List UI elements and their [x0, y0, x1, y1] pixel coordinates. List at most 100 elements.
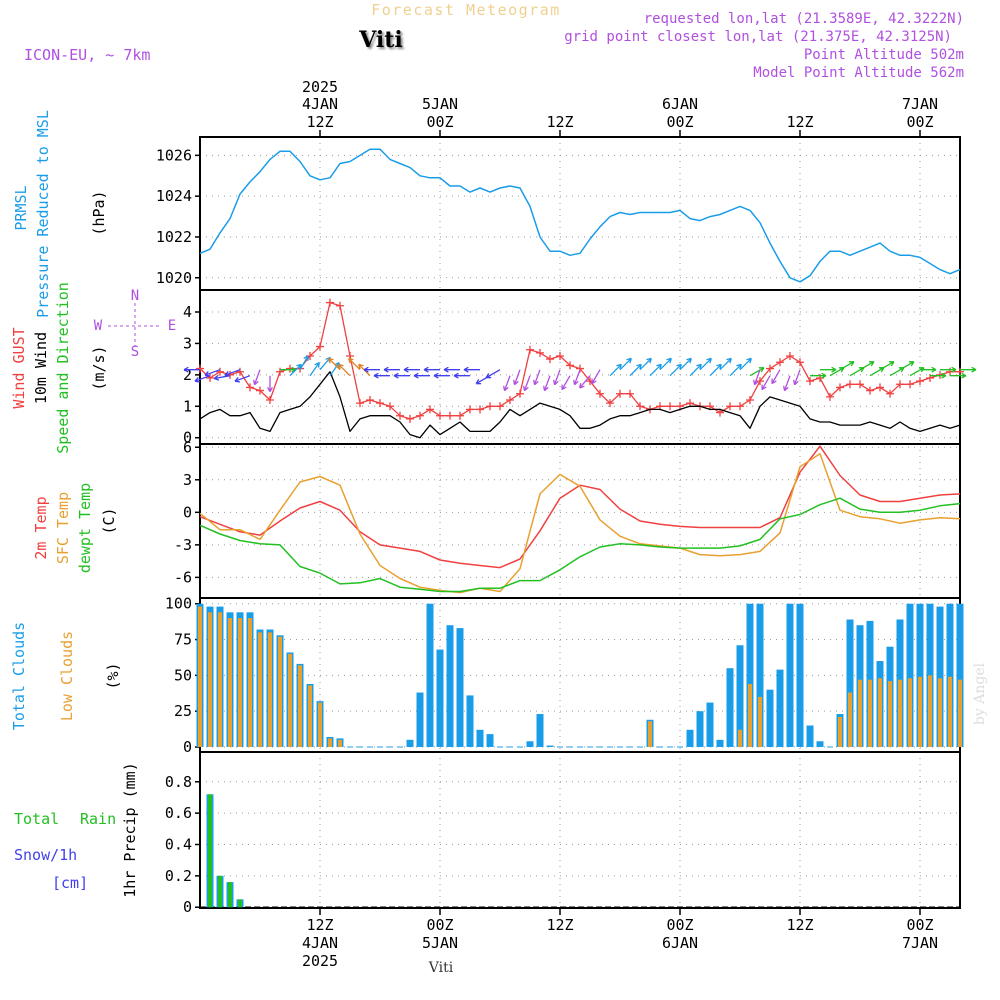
compass-west: W [94, 318, 103, 334]
gust-marker [616, 389, 624, 398]
footer-location: Viti [428, 960, 454, 976]
compass-north: N [131, 288, 139, 304]
y-tick-label: 100 [165, 595, 192, 613]
y-tick-label: 1024 [156, 187, 192, 205]
low-cloud-bar [738, 729, 742, 747]
rain-precip-bar [238, 899, 242, 908]
wind-arrow [960, 366, 977, 373]
gust-marker [236, 367, 244, 376]
wind-arrow [920, 366, 937, 373]
total-cloud-bar [486, 734, 494, 747]
y-tick-label: 0.4 [165, 836, 192, 854]
grid-point-coords: grid point closest lon,lat (21.375E, 42.… [564, 29, 952, 45]
total-cloud-bar [416, 692, 424, 747]
bottom-time-label: 12Z [786, 916, 813, 934]
model-altitude: Model Point Altitude 562m [753, 65, 964, 81]
wind-arrow [338, 363, 351, 377]
low-cloud-bar [928, 675, 932, 747]
wind-arrow [879, 361, 895, 371]
gust-marker [846, 380, 854, 389]
wind-arrow [899, 361, 915, 371]
wind-arrow [761, 375, 771, 391]
wind-arrow [810, 372, 827, 379]
gust-marker [756, 377, 764, 386]
total-cloud-bar [736, 645, 744, 747]
total-cloud-bar [846, 619, 854, 747]
y-tick-label: 0 [183, 429, 192, 447]
low-cloud-bar [268, 632, 272, 747]
gust-marker [326, 298, 334, 307]
wind-arrow [463, 366, 480, 373]
gust-marker [356, 399, 364, 408]
gust-marker [636, 402, 644, 411]
top-time-label: 00Z [426, 113, 453, 131]
chart-title: Forecast Meteogram [371, 1, 561, 19]
gust-marker [626, 389, 634, 398]
gust-marker [726, 402, 734, 411]
wind-arrow [771, 369, 781, 385]
label-precip: 1hr Precip (mm) [121, 762, 139, 897]
wind-arrow [253, 369, 261, 386]
label-rain: Rain [80, 810, 116, 828]
low-cloud-bar [898, 679, 902, 747]
total-cloud-bar [906, 603, 914, 747]
gust-marker [276, 367, 284, 376]
total-cloud-bar [936, 606, 944, 747]
y-tick-label: 50 [174, 666, 192, 684]
top-time-label: 4JAN [302, 95, 338, 113]
total-cloud-bar [406, 739, 414, 747]
gust-marker [766, 364, 774, 373]
gust-marker [246, 383, 254, 392]
total-cloud-bar [686, 729, 694, 747]
wind-arrow [403, 366, 420, 373]
wind-arrow [839, 361, 855, 371]
wind-arrow [619, 357, 632, 371]
label-snow: Snow/1h [14, 846, 77, 864]
wind-arrow [309, 362, 320, 377]
y-tick-label: 3 [183, 334, 192, 352]
low-cloud-bar [338, 739, 342, 747]
gust-marker [436, 411, 444, 420]
gust-marker [886, 389, 894, 398]
gust-marker [216, 367, 224, 376]
low-cloud-bar [318, 702, 322, 747]
location-title: Viti [358, 27, 403, 53]
y-tick-label: 0.2 [165, 867, 192, 885]
bottom-time-label: 5JAN [422, 934, 458, 952]
total-cloud-bar [526, 741, 534, 747]
bottom-time-label: 12Z [546, 916, 573, 934]
watermark: by Angel [972, 662, 988, 725]
wind-arrow [533, 369, 541, 386]
label-prmsl: PRMSL [12, 185, 30, 230]
low-cloud-bar [848, 692, 852, 747]
wind-arrow [940, 366, 957, 373]
y-tick-label: 1026 [156, 146, 192, 164]
total-cloud-bar [716, 739, 724, 747]
cloud-labels: Total Clouds Low Clouds (%) [10, 622, 122, 730]
wind-arrow [204, 369, 221, 377]
gust-marker [856, 380, 864, 389]
total-cloud-bar [726, 668, 734, 747]
gust-marker [836, 383, 844, 392]
total-cloud-bar [816, 741, 824, 747]
gust-marker [196, 364, 204, 373]
wind-arrow [267, 375, 273, 393]
panel-3: -6 -3 0 3 6 [174, 438, 961, 599]
gust-marker [666, 402, 674, 411]
total-cloud-bar [546, 745, 554, 747]
panel-frame [199, 443, 961, 599]
point-altitude: Point Altitude 502m [804, 47, 964, 63]
low-cloud-bar [208, 612, 212, 747]
wind-arrow [579, 375, 591, 389]
wind-arrow [543, 375, 551, 392]
low-cloud-bar [838, 716, 842, 747]
wind-arrow [443, 366, 460, 373]
rain-precip-bar [228, 882, 232, 908]
label-hpa: (hPa) [90, 190, 108, 235]
wind-arrow [503, 375, 511, 392]
total-cloud-bar [426, 603, 434, 747]
low-cloud-bar [298, 665, 302, 747]
total-cloud-bar [446, 625, 454, 747]
wind-arrow [793, 369, 801, 386]
low-cloud-bar [278, 636, 282, 747]
